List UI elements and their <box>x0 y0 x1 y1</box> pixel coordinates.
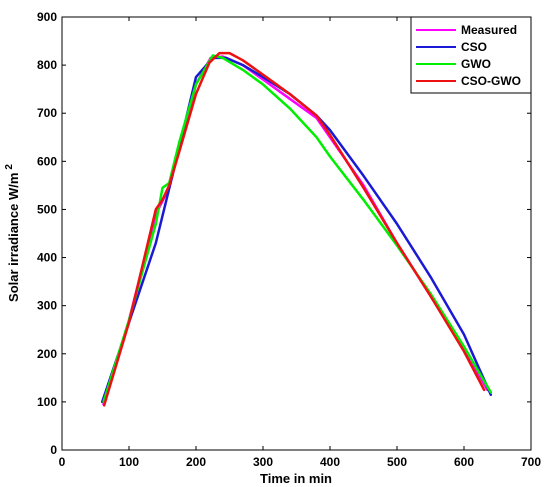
y-tick-label: 500 <box>37 202 57 216</box>
x-tick-label: 500 <box>387 455 407 469</box>
y-axis-label-superscript: 2 <box>4 164 15 170</box>
x-tick-label: 0 <box>59 455 66 469</box>
x-tick-label: 400 <box>320 455 340 469</box>
legend: Measured CSO GWO CSO-GWO <box>410 16 532 94</box>
ticks-layer: 0 100 200 300 400 500 600 700 0 100 200 300 400 500 60… <box>37 10 541 469</box>
y-tick-label: 0 <box>50 443 57 457</box>
legend-label-cso: CSO <box>461 40 487 54</box>
y-tick-label: 700 <box>37 106 57 120</box>
y-tick-label: 100 <box>37 395 57 409</box>
x-tick-label: 600 <box>454 455 474 469</box>
y-tick-label: 800 <box>37 58 57 72</box>
y-axis-label-main: Solar irradiance W/m <box>6 173 21 302</box>
y-tick-label: 400 <box>37 251 57 265</box>
x-tick-label: 100 <box>119 455 139 469</box>
y-tick-label: 200 <box>37 347 57 361</box>
series-layer <box>100 51 493 407</box>
series-line-cso <box>100 56 493 404</box>
series-line-cso-gwo <box>102 51 486 407</box>
y-tick-label: 600 <box>37 154 57 168</box>
y-tick-label: 300 <box>37 299 57 313</box>
x-tick-label: 300 <box>253 455 273 469</box>
series-line-gwo <box>102 54 493 404</box>
y-tick-label: 900 <box>37 10 57 24</box>
x-axis-label: Time in min <box>260 471 332 486</box>
y-axis-label: Solar irradiance W/m 2 <box>4 164 21 302</box>
x-tick-label: 200 <box>186 455 206 469</box>
legend-label-measured: Measured <box>461 23 517 37</box>
legend-label-cso-gwo: CSO-GWO <box>461 74 521 88</box>
legend-label-gwo: GWO <box>461 57 491 71</box>
x-tick-label: 700 <box>521 455 541 469</box>
